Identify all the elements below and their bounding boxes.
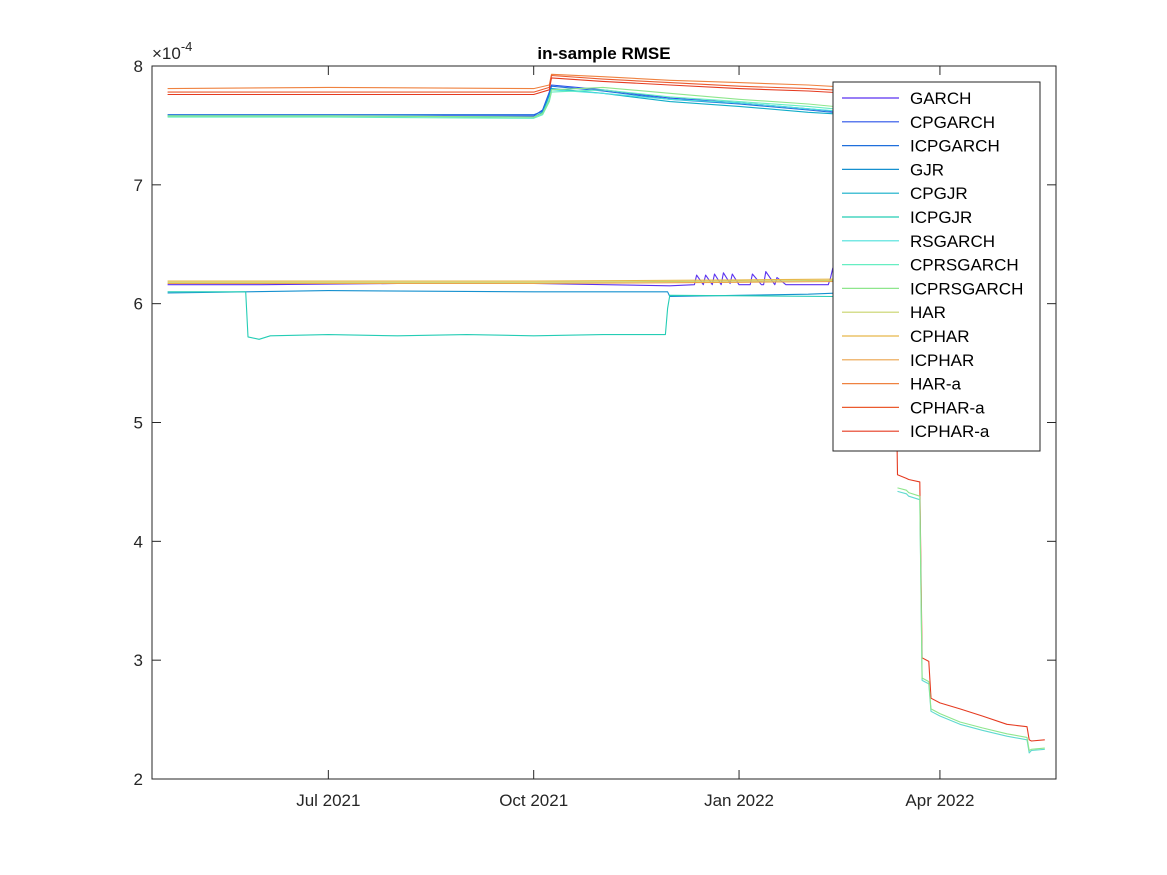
y-tick-label: 7 bbox=[134, 176, 143, 195]
y-tick-label: 5 bbox=[134, 414, 143, 433]
y-exponent-label: ×10-4 bbox=[152, 39, 192, 63]
legend-entry-label: CPHAR-a bbox=[910, 398, 985, 417]
series-line-icphar-a bbox=[167, 77, 1045, 742]
legend-entry-label: ICPHAR-a bbox=[910, 422, 990, 441]
y-tick-label: 8 bbox=[134, 57, 143, 76]
legend: GARCH CPGARCH ICPGARCH GJR CPGJR ICPGJR RSGARC… bbox=[832, 81, 1041, 452]
series-line-extra-16 bbox=[897, 487, 1045, 752]
legend-box bbox=[832, 81, 1041, 452]
legend-entry-label: CPRSGARCH bbox=[910, 256, 1019, 275]
x-tick-label: Apr 2022 bbox=[905, 791, 974, 810]
legend-entry-label: HAR-a bbox=[910, 375, 962, 394]
legend-entry-label: CPGJR bbox=[910, 184, 968, 203]
x-tick-label: Jul 2021 bbox=[296, 791, 360, 810]
legend-entry-label: ICPRSGARCH bbox=[910, 279, 1023, 298]
y-tick-label: 2 bbox=[134, 770, 143, 789]
legend-entry-label: RSGARCH bbox=[910, 232, 995, 251]
legend-entry-label: ICPGARCH bbox=[910, 137, 1000, 156]
legend-entry-label: HAR bbox=[910, 303, 946, 322]
legend-entry-label: GARCH bbox=[910, 89, 971, 108]
series-line-cprsgarch bbox=[167, 89, 891, 119]
series-line-icprsgarch bbox=[167, 86, 891, 118]
legend-entry-label: ICPHAR bbox=[910, 351, 974, 370]
x-tick-label: Jan 2022 bbox=[704, 791, 774, 810]
series-line-har bbox=[167, 279, 891, 283]
series-layer bbox=[167, 73, 1045, 754]
y-tick-label: 3 bbox=[134, 651, 143, 670]
y-exponent-power: -4 bbox=[181, 39, 193, 54]
y-tick-label: 6 bbox=[134, 295, 143, 314]
series-line-har-a bbox=[167, 73, 891, 91]
tick-layer: 2 3 4 5 6 7 8 Jul 2021 Oct 2021 Jan 2022 Apr 2022 bbox=[134, 57, 1056, 810]
legend-entry-label: ICPGJR bbox=[910, 208, 972, 227]
series-line-cphar bbox=[167, 278, 891, 282]
legend-entry-label: CPGARCH bbox=[910, 113, 995, 132]
series-line-cphar-a bbox=[167, 74, 891, 94]
series-line-garch bbox=[167, 267, 891, 287]
series-line-icphar bbox=[167, 280, 891, 285]
legend-entry-label: GJR bbox=[910, 160, 944, 179]
y-tick-label: 4 bbox=[134, 532, 143, 551]
legend-entry-label: CPHAR bbox=[910, 327, 970, 346]
x-tick-label: Oct 2021 bbox=[499, 791, 568, 810]
chart-title: in-sample RMSE bbox=[537, 44, 670, 63]
